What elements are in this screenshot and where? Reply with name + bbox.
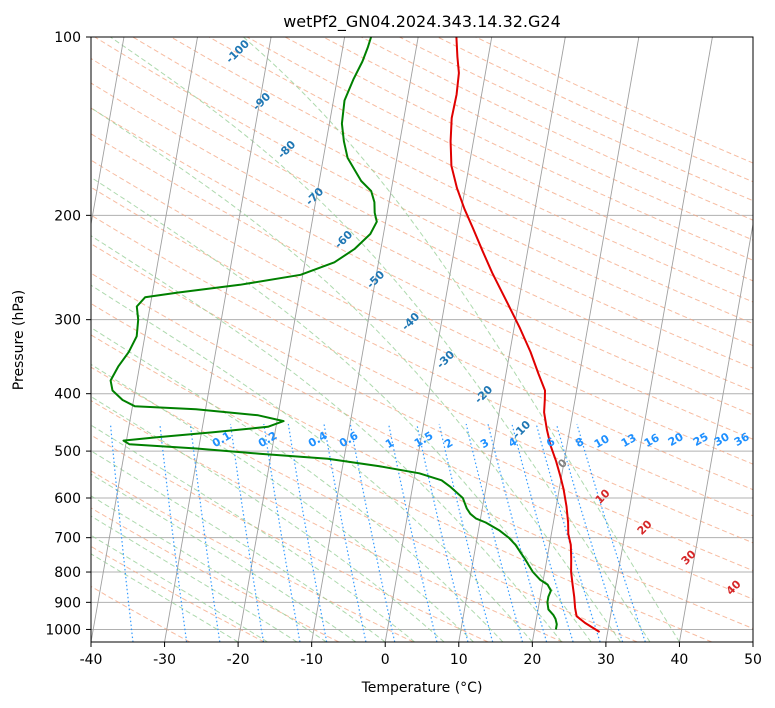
x-axis: -40 -30 -20 -10 0 10 20 30 40 50 bbox=[80, 642, 762, 668]
dry-adiabats bbox=[91, 37, 753, 642]
y-tick-label: 700 bbox=[54, 531, 81, 547]
x-tick-label: 20 bbox=[523, 652, 541, 668]
moist-adiabat-line bbox=[91, 284, 533, 642]
x-tick-label: -40 bbox=[80, 652, 103, 668]
isotherms bbox=[91, 37, 753, 642]
x-tick-label: 40 bbox=[671, 652, 689, 668]
x-tick-label: 30 bbox=[597, 652, 615, 668]
mixing-ratio-line bbox=[438, 423, 494, 642]
mixing-ratio-line bbox=[465, 423, 524, 642]
dry-adiabat-line bbox=[132, 37, 753, 347]
y-axis-title: Pressure (hPa) bbox=[11, 290, 27, 390]
mixing-ratio-line bbox=[511, 423, 574, 642]
moist-adiabat-line bbox=[91, 553, 239, 642]
y-tick-label: 200 bbox=[54, 208, 81, 224]
chart-title: wetPf2_GN04.2024.343.14.32.G24 bbox=[283, 12, 561, 32]
isotherm-line bbox=[91, 37, 125, 227]
moist-adiabat-line bbox=[91, 450, 386, 642]
dry-adiabat-line bbox=[91, 507, 340, 642]
mixing-ratio-line bbox=[388, 423, 438, 642]
mixing-ratio-line bbox=[263, 423, 301, 642]
moist-adiabat-line bbox=[91, 176, 592, 642]
mixing-ratio-line bbox=[487, 423, 548, 642]
y-tick-label: 100 bbox=[54, 30, 81, 46]
y-tick-label: 500 bbox=[54, 444, 81, 460]
dry-adiabat-line bbox=[208, 37, 753, 303]
y-axis: 100 200 300 400 500 600 700 800 900 1000 bbox=[45, 30, 91, 638]
dry-adiabat-line bbox=[91, 159, 753, 491]
moist-adiabat-line bbox=[91, 107, 622, 642]
y-tick-label: 300 bbox=[54, 313, 81, 329]
y-tick-label: 900 bbox=[54, 595, 81, 611]
dry-adiabat-line bbox=[170, 37, 753, 325]
mixing-ratio-line bbox=[416, 423, 469, 642]
dry-adiabat-line bbox=[91, 186, 753, 517]
x-axis-title: Temperature (°C) bbox=[361, 680, 483, 696]
mixing-ratio-lines bbox=[109, 423, 646, 642]
mixing-ratio-line bbox=[349, 423, 396, 642]
dewpoint-profile-line bbox=[109, 37, 558, 630]
mixing-ratio-line bbox=[287, 423, 328, 642]
dry-adiabat-line bbox=[91, 57, 753, 392]
moist-adiabat-line bbox=[91, 473, 357, 642]
dry-adiabat-line bbox=[91, 545, 265, 642]
dry-adiabat-line bbox=[91, 302, 753, 630]
moist-adiabat-line bbox=[243, 37, 680, 642]
y-tick-label: 600 bbox=[54, 491, 81, 507]
isotherm-line bbox=[531, 37, 640, 642]
isotherm-line bbox=[91, 37, 198, 642]
y-tick-label: 800 bbox=[54, 565, 81, 581]
moist-adiabat-line bbox=[91, 534, 268, 642]
moist-adiabat-line bbox=[110, 37, 651, 642]
dry-adiabat-line bbox=[91, 400, 563, 642]
temperature-profile-line bbox=[449, 37, 601, 633]
x-tick-label: -10 bbox=[300, 652, 323, 668]
profile-series bbox=[109, 37, 601, 633]
mixing-ratio-line bbox=[323, 423, 367, 642]
x-tick-label: 0 bbox=[381, 652, 390, 668]
isotherm-line bbox=[458, 37, 566, 642]
x-tick-label: 10 bbox=[450, 652, 468, 668]
isotherm-line bbox=[605, 37, 713, 642]
x-tick-label: -30 bbox=[153, 652, 176, 668]
y-tick-label: 1000 bbox=[45, 622, 81, 638]
moist-adiabat-line bbox=[91, 396, 445, 642]
isotherm-line bbox=[311, 37, 419, 642]
isotherm-line bbox=[237, 37, 346, 642]
x-tick-label: -20 bbox=[227, 652, 250, 668]
dry-adiabat-line bbox=[94, 37, 753, 369]
isotherm-line bbox=[679, 221, 753, 642]
dry-adiabat-line bbox=[91, 334, 712, 642]
isotherm-line bbox=[384, 37, 493, 642]
y-tick-label: 400 bbox=[54, 387, 81, 403]
moist-adiabat-line bbox=[91, 424, 415, 642]
dry-adiabat-line bbox=[91, 366, 638, 642]
mixing-ratio-line bbox=[229, 423, 265, 642]
x-tick-label: 50 bbox=[744, 652, 762, 668]
moist-adiabats bbox=[91, 37, 680, 642]
plot-frame bbox=[90, 36, 754, 643]
dry-adiabat-line bbox=[91, 214, 753, 544]
dry-adiabat-line bbox=[91, 434, 489, 642]
isotherm-line bbox=[164, 37, 272, 642]
moist-adiabat-line bbox=[91, 327, 504, 642]
